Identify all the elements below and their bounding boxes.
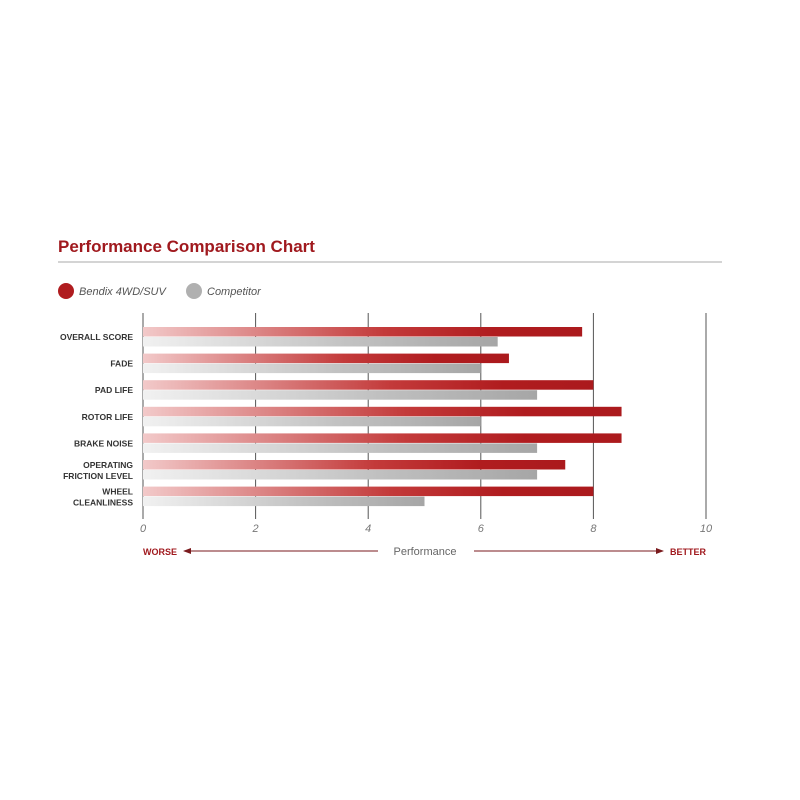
bar-competitor-1	[143, 363, 481, 374]
better-label: BETTER	[670, 547, 707, 557]
category-label: FADE	[110, 359, 133, 369]
category-label: BRAKE NOISE	[74, 438, 133, 448]
bar-bendix-6	[143, 486, 594, 497]
category-label: OPERATING	[83, 460, 133, 470]
x-tick-label: 4	[365, 523, 371, 535]
category-label: PAD LIFE	[95, 385, 133, 395]
category-label: ROTOR LIFE	[82, 412, 134, 422]
legend-swatch-competitor	[186, 283, 202, 299]
x-tick-label: 6	[478, 523, 485, 535]
legend-label-competitor: Competitor	[207, 286, 262, 298]
bar-bendix-0	[143, 327, 583, 337]
bar-competitor-2	[143, 390, 538, 400]
x-tick-labels: 0 2 4 6 8 10	[140, 523, 713, 535]
x-axis-label: Performance	[394, 546, 457, 558]
x-axis-direction: WORSE Performance BETTER	[143, 546, 707, 558]
x-tick-label: 2	[252, 523, 259, 535]
worse-label: WORSE	[143, 547, 177, 557]
category-label: FRICTION LEVEL	[63, 471, 133, 481]
category-label: CLEANLINESS	[73, 498, 133, 508]
bar-bendix-5	[143, 460, 566, 470]
bar-competitor-3	[143, 416, 481, 427]
x-tick-label: 0	[140, 523, 147, 535]
bar-bendix-2	[143, 380, 594, 390]
chart-title: Performance Comparison Chart	[58, 237, 315, 256]
legend-swatch-bendix	[58, 283, 74, 299]
bar-competitor-5	[143, 470, 538, 480]
legend: Bendix 4WD/SUV Competitor	[58, 283, 262, 299]
bars	[143, 327, 622, 507]
category-labels: OVERALL SCORE FADE PAD LIFE ROTOR LIFE BRAKE…	[60, 332, 133, 508]
bar-bendix-3	[143, 406, 622, 417]
x-tick-label: 8	[590, 523, 597, 535]
category-label: WHEEL	[102, 487, 133, 497]
bar-competitor-0	[143, 337, 498, 347]
bar-bendix-1	[143, 353, 509, 364]
bar-competitor-4	[143, 443, 538, 453]
bar-bendix-4	[143, 433, 622, 443]
legend-label-bendix: Bendix 4WD/SUV	[79, 286, 167, 298]
x-tick-label: 10	[700, 523, 713, 535]
bar-competitor-6	[143, 496, 425, 507]
category-label: OVERALL SCORE	[60, 332, 133, 342]
